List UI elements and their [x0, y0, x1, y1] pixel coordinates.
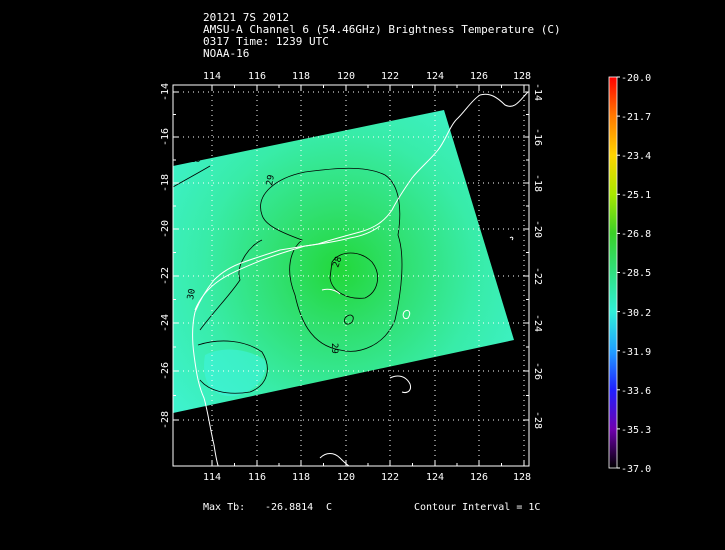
contour-label: 28	[331, 255, 344, 269]
lon-labels-top: 114 116 118 120 122 124 126 128	[203, 71, 531, 82]
contour-line	[199, 239, 263, 331]
lon-tick-label: 114	[203, 472, 221, 483]
storm-id-title: 20121 7S 2012	[203, 11, 290, 24]
colorbar-label: -37.0	[621, 464, 651, 475]
lat-tick-label: -26	[160, 362, 171, 380]
lon-tick-label: 126	[470, 71, 488, 82]
colorbar-label: -35.3	[621, 425, 651, 436]
coastline-segment	[389, 375, 411, 393]
contour-label: 29	[190, 155, 201, 165]
satellite-swath	[173, 110, 514, 413]
lat-tick-label: -22	[160, 267, 171, 285]
contour-label: 30	[186, 288, 198, 300]
temperature-contours	[173, 165, 403, 394]
colorbar-label: -28.5	[621, 268, 651, 279]
colorbar-label: -23.4	[621, 151, 651, 162]
coastline-segment	[194, 225, 381, 311]
cyan-region	[204, 349, 266, 397]
lon-tick-label: 114	[203, 71, 221, 82]
lat-tick-label: -24	[160, 314, 171, 332]
lat-tick-label: -16	[532, 128, 543, 146]
lon-tick-label: 118	[292, 472, 310, 483]
colorbar-label: -21.7	[621, 112, 651, 123]
colorbar-label: -20.0	[621, 73, 651, 84]
lon-tick-label: 116	[248, 71, 266, 82]
lat-tick-label: -20	[160, 220, 171, 238]
axis-ticks	[173, 85, 529, 466]
lon-labels-bottom: 114 116 118 120 122 124 126 128	[203, 472, 531, 483]
coastline-segment	[321, 288, 341, 295]
lat-tick-label: -28	[532, 411, 543, 429]
lon-tick-label: 120	[337, 71, 355, 82]
lat-tick-label: -28	[160, 411, 171, 429]
lon-tick-label: 118	[292, 71, 310, 82]
contour-line	[260, 167, 403, 352]
colorbar-label: -30.2	[621, 308, 651, 319]
contour-line	[173, 165, 211, 188]
lon-tick-label: 128	[513, 472, 531, 483]
lat-tick-label: -18	[532, 174, 543, 192]
satellite-name: NOAA-16	[203, 47, 250, 60]
coastline-segment	[402, 309, 411, 319]
lat-tick-label: -18	[160, 174, 171, 192]
lon-tick-label: 128	[513, 71, 531, 82]
lat-tick-label: -24	[532, 314, 543, 332]
colorbar-label: -26.8	[621, 229, 651, 240]
lon-tick-label: 122	[381, 71, 399, 82]
lon-tick-label: 124	[426, 71, 444, 82]
contour-line	[329, 252, 379, 299]
lat-tick-label: -14	[532, 83, 543, 101]
product-title: AMSU-A Channel 6 (54.46GHz) Brightness T…	[203, 23, 561, 36]
colorbar-labels: -20.0 -21.7 -23.4 -25.1 -26.8 -28.5 -30.…	[621, 73, 651, 475]
lat-tick-label: -14	[160, 83, 171, 101]
lat-tick-label: -16	[160, 128, 171, 146]
lat-labels-left: -14 -16 -18 -20 -22 -24 -26 -28	[160, 83, 171, 429]
max-tb-label: Max Tb:	[203, 502, 246, 513]
colorbar-ticks	[617, 76, 620, 469]
observation-time: 0317 Time: 1239 UTC	[203, 35, 329, 48]
lon-tick-label: 124	[426, 472, 444, 483]
colorbar-label: -31.9	[621, 347, 651, 358]
lon-tick-label: 126	[470, 472, 488, 483]
lat-tick-label: -22	[532, 267, 543, 285]
max-tb-value: -26.8814	[265, 502, 314, 513]
contour-line	[344, 314, 354, 325]
lon-tick-label: 116	[248, 472, 266, 483]
colorbar-label: -33.6	[621, 386, 651, 397]
lat-labels-right: -14 -16 -18 -20 -22 -24 -26 -28	[532, 83, 543, 429]
contour-label: 29	[265, 174, 277, 186]
max-tb-unit: C	[326, 502, 333, 513]
lat-tick-label: -26	[532, 362, 543, 380]
colorbar	[608, 76, 618, 469]
coastline-segment	[509, 236, 514, 241]
colorbar-label: -25.1	[621, 190, 651, 201]
contour-label: 29	[329, 343, 339, 354]
contour-line	[197, 340, 268, 394]
lon-tick-label: 122	[381, 472, 399, 483]
lat-tick-label: -20	[532, 220, 543, 238]
contour-interval: Contour Interval = 1C	[414, 502, 541, 513]
lon-tick-label: 120	[337, 472, 355, 483]
